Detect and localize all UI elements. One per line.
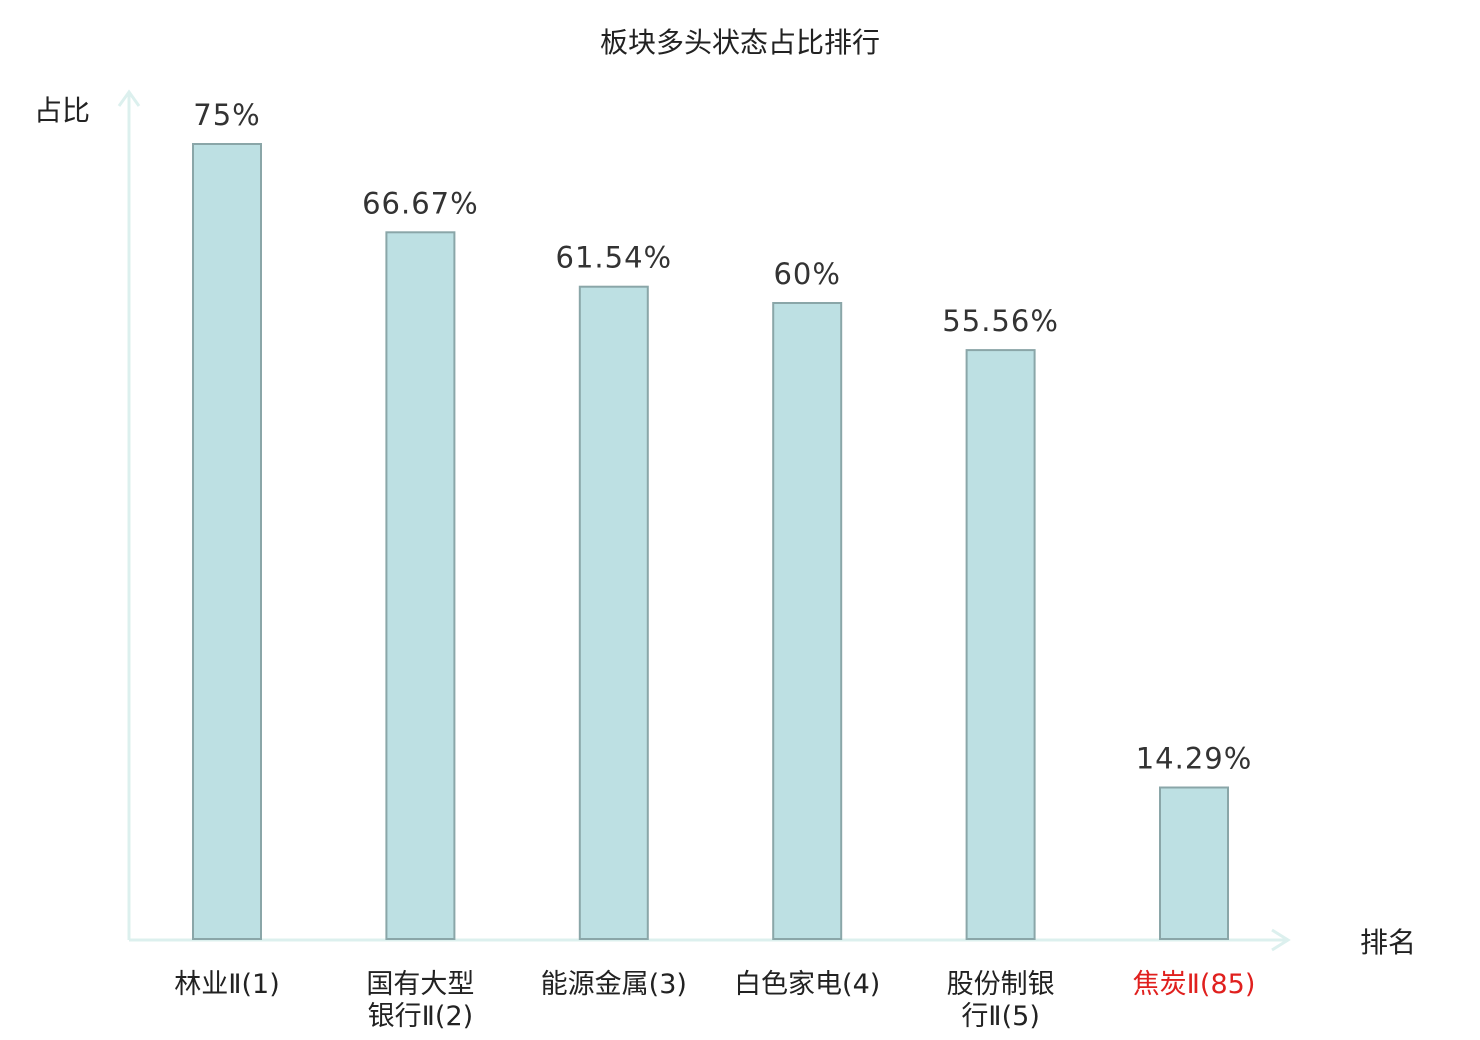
bar-5 [965,349,1036,941]
value-label-4: 60% [773,257,840,291]
category-label-3: 能源金属(3) [541,969,687,1000]
category-label-line: 焦炭Ⅱ(85) [1133,969,1256,1000]
category-label-line: 国有大型 [366,969,474,1000]
value-label-6: 14.29% [1136,742,1253,776]
bar-4 [772,302,843,940]
category-label-4: 白色家电(4) [734,969,880,1000]
category-label-line: 股份制银 [947,969,1055,1000]
category-label-6: 焦炭Ⅱ(85) [1133,969,1256,1000]
y-axis-label: 占比 [34,94,90,127]
axes [117,89,1291,952]
x-axis-label: 排名 [1360,926,1416,959]
value-label-5: 55.56% [942,304,1059,338]
value-label-2: 66.67% [362,186,479,220]
category-label-line: 能源金属(3) [541,969,687,1000]
category-label-line: 银行Ⅱ(2) [368,1001,474,1032]
y-axis-arrow [117,89,141,107]
value-labels-group: 75% 66.67% 61.54% 60% 55.56% 14.29% [193,98,1253,776]
category-label-line: 行Ⅱ(5) [961,1001,1040,1032]
category-label-5: 股份制银行Ⅱ(5) [947,969,1055,1032]
category-label-line: 林业Ⅱ(1) [174,969,280,1000]
bars-group [192,143,1229,941]
category-label-line: 白色家电(4) [734,969,880,1000]
chart-title: 板块多头状态占比排行 [600,26,880,59]
category-label-1: 林业Ⅱ(1) [174,969,280,1000]
bar-6 [1159,786,1229,940]
category-label-2: 国有大型银行Ⅱ(2) [366,969,474,1032]
bar-3 [578,285,649,940]
bar-2 [385,231,456,941]
value-label-3: 61.54% [556,241,673,275]
value-label-1: 75% [193,98,260,132]
bar-1 [192,143,262,940]
x-axis-arrow [1271,928,1291,952]
category-labels-group: 林业Ⅱ(1) 国有大型银行Ⅱ(2) 能源金属(3) 白色家电(4) 股份制银行Ⅱ(5) 焦… [174,969,1255,1032]
